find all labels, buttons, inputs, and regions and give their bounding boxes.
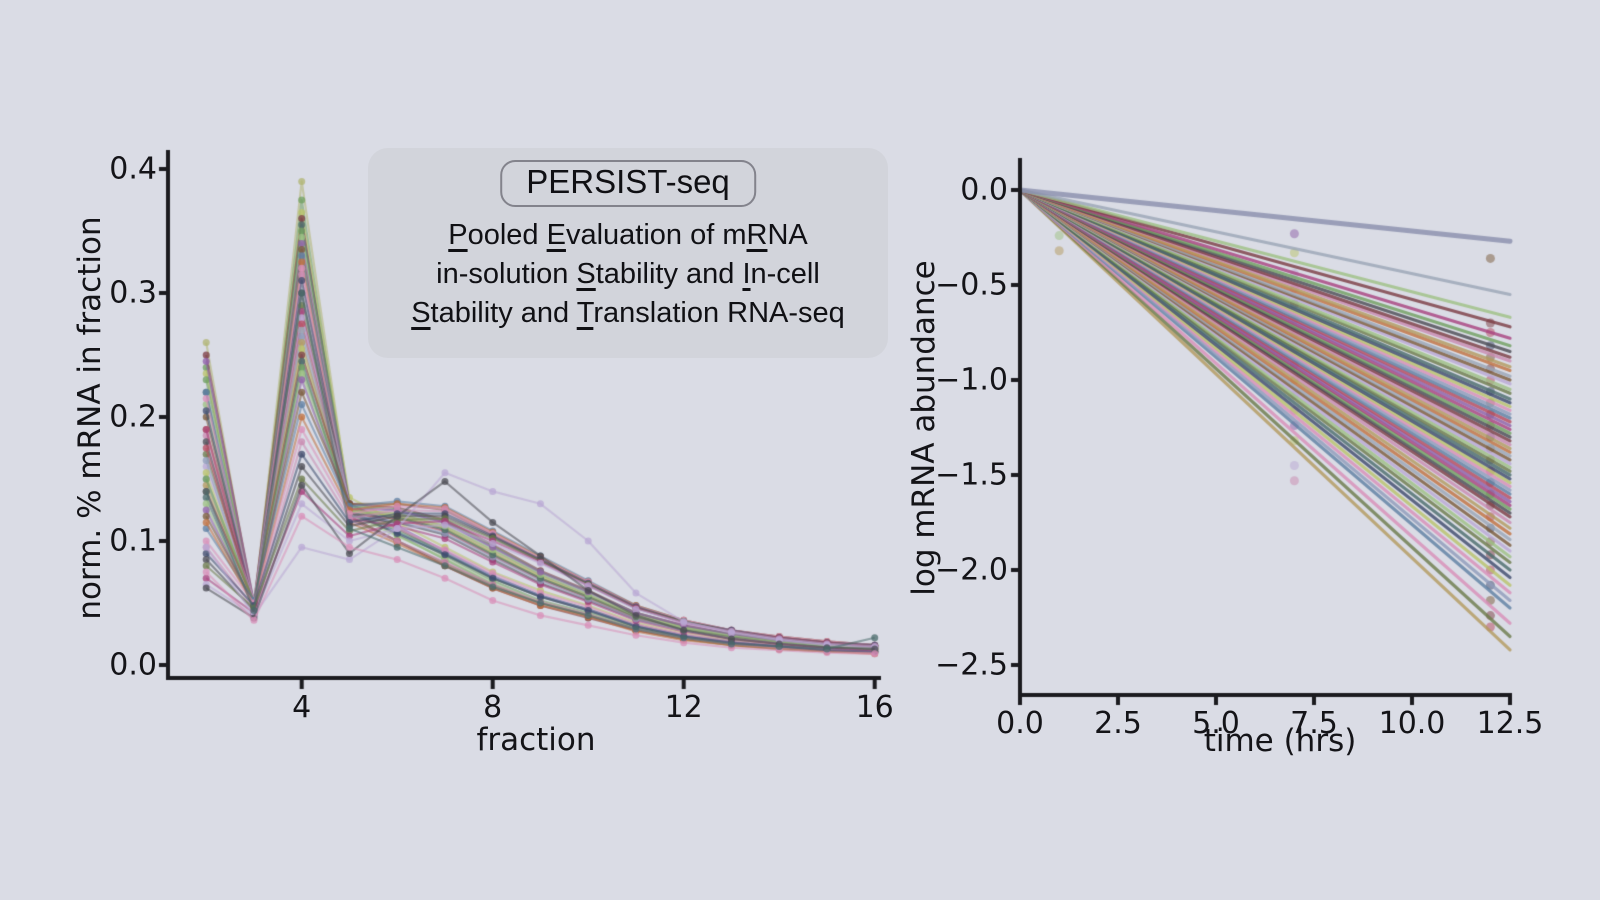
right-x-tick-label: 0.0 <box>996 706 1044 741</box>
right-y-tick-label: −2.0 <box>935 552 1008 588</box>
method-acronym-expansion: Pooled Evaluation of mRNA in-solution Sta… <box>368 216 888 333</box>
left-x-axis-label: fraction <box>476 722 596 758</box>
right-y-axis-label: log mRNA abundance <box>906 260 942 596</box>
subtitle-line: in-solution Stability and In-cell <box>436 258 820 290</box>
right-y-tick-label: −1.5 <box>935 457 1008 493</box>
right-x-tick-label: 12.5 <box>1476 706 1544 741</box>
left-y-tick-label: 0.2 <box>109 399 157 435</box>
left-y-tick-label: 0.4 <box>109 151 157 187</box>
right-y-tick-label: −0.5 <box>935 267 1008 303</box>
left-x-tick-label: 8 <box>483 690 503 725</box>
right-y-tick-label: −2.5 <box>935 647 1008 683</box>
left-x-tick-label: 16 <box>855 690 894 725</box>
left-y-axis-label: norm. % mRNA in fraction <box>72 216 108 620</box>
right-x-tick-label: 10.0 <box>1378 706 1446 741</box>
right-x-axis-label: time (hrs) <box>1203 723 1357 759</box>
subtitle-line: Pooled Evaluation of mRNA <box>448 219 808 251</box>
right-y-tick-label: −1.0 <box>935 362 1008 398</box>
subtitle-line: Stability and Translation RNA-seq <box>411 297 845 329</box>
title-card: PERSIST-seq Pooled Evaluation of mRNA in-… <box>368 148 888 358</box>
right-y-tick-label: 0.0 <box>960 172 1008 208</box>
right-x-tick-label: 7.5 <box>1290 706 1338 741</box>
right-x-tick-label: 5.0 <box>1192 706 1240 741</box>
right-x-tick-label: 2.5 <box>1094 706 1142 741</box>
left-y-tick-label: 0.3 <box>109 275 157 311</box>
left-y-tick-label: 0.0 <box>109 647 157 683</box>
left-x-tick-label: 4 <box>292 690 312 725</box>
method-name-badge: PERSIST-seq <box>500 160 756 207</box>
left-y-tick-label: 0.1 <box>109 523 157 559</box>
left-x-tick-label: 12 <box>664 690 703 725</box>
